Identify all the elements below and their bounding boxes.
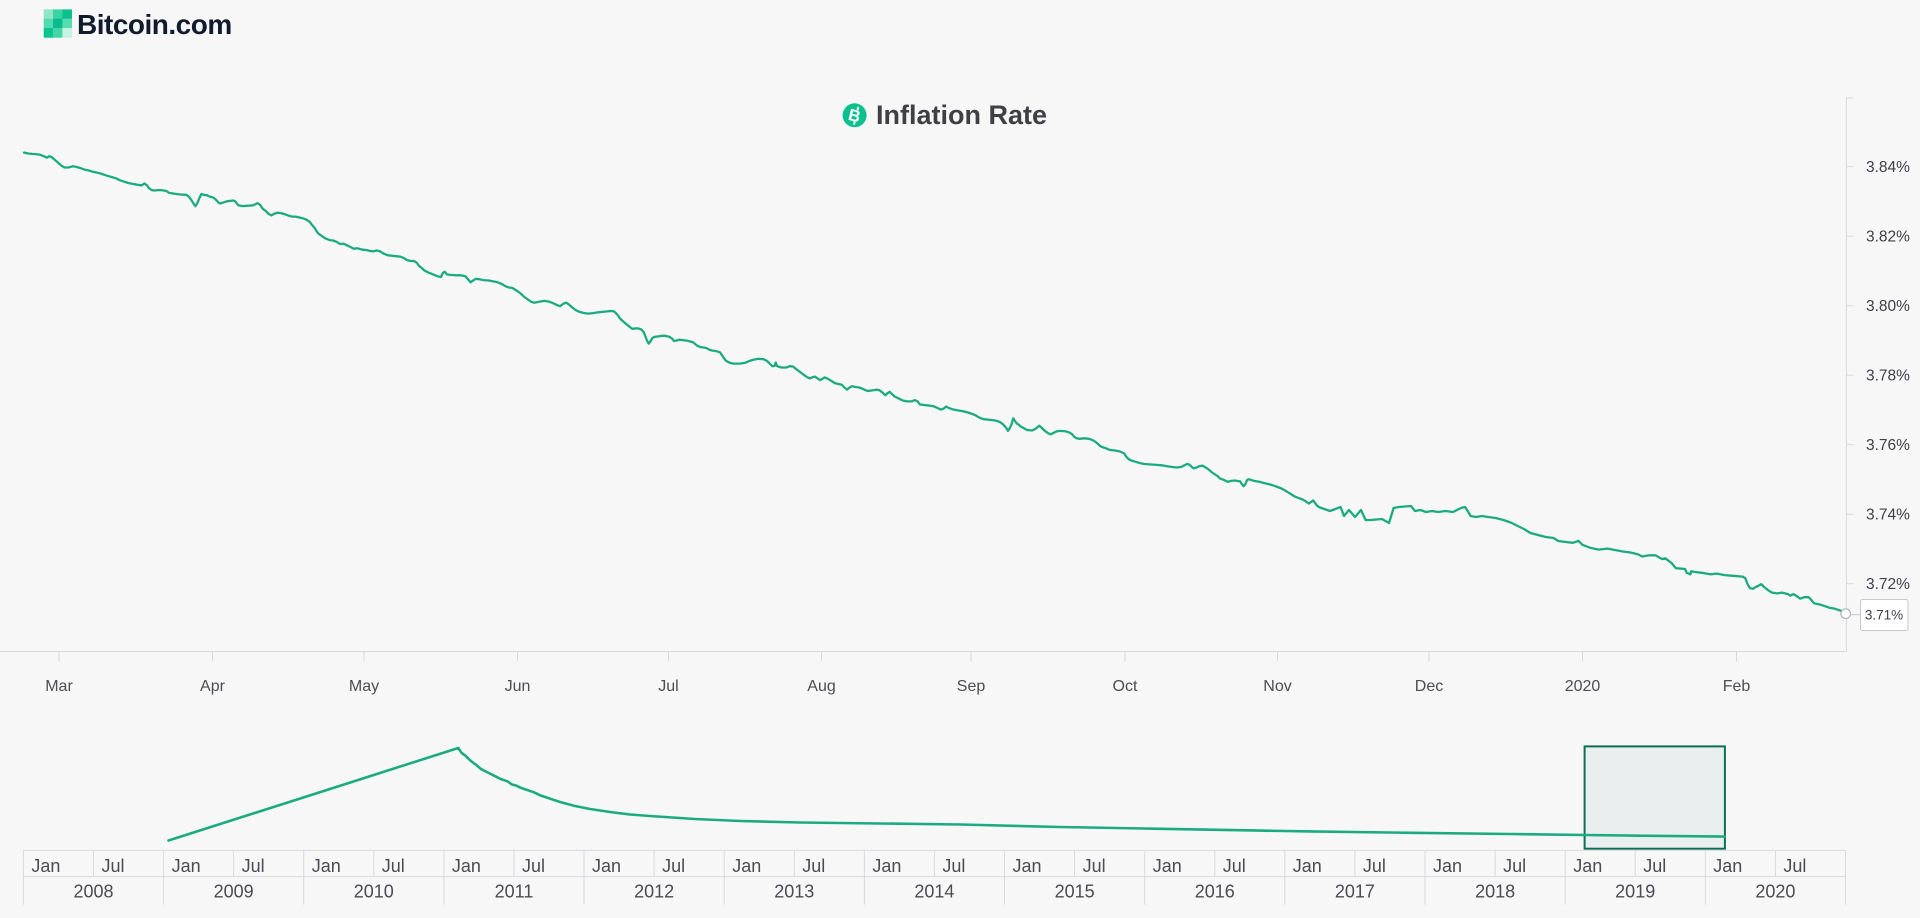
svg-text:3.72%: 3.72% [1866, 576, 1910, 593]
svg-text:Jul: Jul [1223, 856, 1246, 876]
svg-text:2013: 2013 [774, 881, 814, 901]
svg-text:3.82%: 3.82% [1866, 229, 1910, 246]
svg-text:2018: 2018 [1475, 881, 1515, 901]
svg-text:Dec: Dec [1415, 678, 1443, 695]
svg-text:Jan: Jan [1293, 856, 1322, 876]
svg-text:Inflation Rate: Inflation Rate [876, 100, 1047, 130]
svg-text:Jul: Jul [1503, 856, 1526, 876]
svg-text:2012: 2012 [634, 881, 674, 901]
svg-text:Bitcoin.com: Bitcoin.com [77, 9, 232, 40]
svg-text:3.84%: 3.84% [1866, 159, 1910, 176]
svg-text:3.80%: 3.80% [1866, 298, 1910, 315]
svg-text:Jan: Jan [592, 856, 621, 876]
svg-text:Jan: Jan [1153, 856, 1182, 876]
svg-text:Jul: Jul [662, 856, 685, 876]
svg-text:2008: 2008 [73, 881, 113, 901]
svg-text:Apr: Apr [200, 678, 226, 695]
svg-text:Jan: Jan [312, 856, 341, 876]
svg-text:Jan: Jan [1433, 856, 1462, 876]
svg-text:Jul: Jul [1643, 856, 1666, 876]
svg-text:2011: 2011 [495, 881, 534, 901]
svg-text:2020: 2020 [1565, 678, 1601, 695]
svg-text:Nov: Nov [1263, 678, 1291, 695]
svg-text:Sep: Sep [957, 678, 986, 695]
svg-text:3.76%: 3.76% [1866, 437, 1910, 454]
svg-text:Jan: Jan [452, 856, 481, 876]
svg-text:Aug: Aug [807, 678, 835, 695]
svg-text:Jan: Jan [1573, 856, 1602, 876]
svg-text:2016: 2016 [1195, 881, 1235, 901]
svg-text:2010: 2010 [354, 881, 394, 901]
svg-text:Jan: Jan [872, 856, 901, 876]
svg-text:May: May [349, 678, 379, 695]
svg-text:Oct: Oct [1113, 678, 1138, 695]
svg-text:Jul: Jul [658, 678, 678, 695]
svg-text:Jan: Jan [31, 856, 60, 876]
svg-text:Jan: Jan [1713, 856, 1742, 876]
svg-text:Jul: Jul [382, 856, 405, 876]
svg-text:2014: 2014 [914, 881, 954, 901]
svg-text:2017: 2017 [1335, 881, 1375, 901]
svg-text:3.78%: 3.78% [1866, 368, 1910, 385]
svg-text:3.74%: 3.74% [1866, 507, 1910, 524]
svg-text:Jul: Jul [802, 856, 825, 876]
svg-text:Jul: Jul [942, 856, 965, 876]
svg-text:2019: 2019 [1615, 881, 1655, 901]
svg-text:Jul: Jul [242, 856, 265, 876]
svg-text:2009: 2009 [214, 881, 254, 901]
svg-text:Jul: Jul [102, 856, 125, 876]
svg-text:Jan: Jan [172, 856, 201, 876]
svg-text:Mar: Mar [45, 678, 73, 695]
svg-text:Jul: Jul [1083, 856, 1106, 876]
svg-text:Jul: Jul [1363, 856, 1386, 876]
svg-text:Jul: Jul [522, 856, 545, 876]
svg-text:3.71%: 3.71% [1865, 608, 1903, 623]
svg-text:Jan: Jan [1013, 856, 1042, 876]
svg-text:2015: 2015 [1055, 881, 1095, 901]
svg-text:Jul: Jul [1783, 856, 1806, 876]
svg-text:Jan: Jan [732, 856, 761, 876]
svg-text:Jun: Jun [505, 678, 531, 695]
svg-text:2020: 2020 [1755, 881, 1795, 901]
svg-text:Feb: Feb [1723, 678, 1751, 695]
svg-text:B: B [846, 106, 862, 126]
